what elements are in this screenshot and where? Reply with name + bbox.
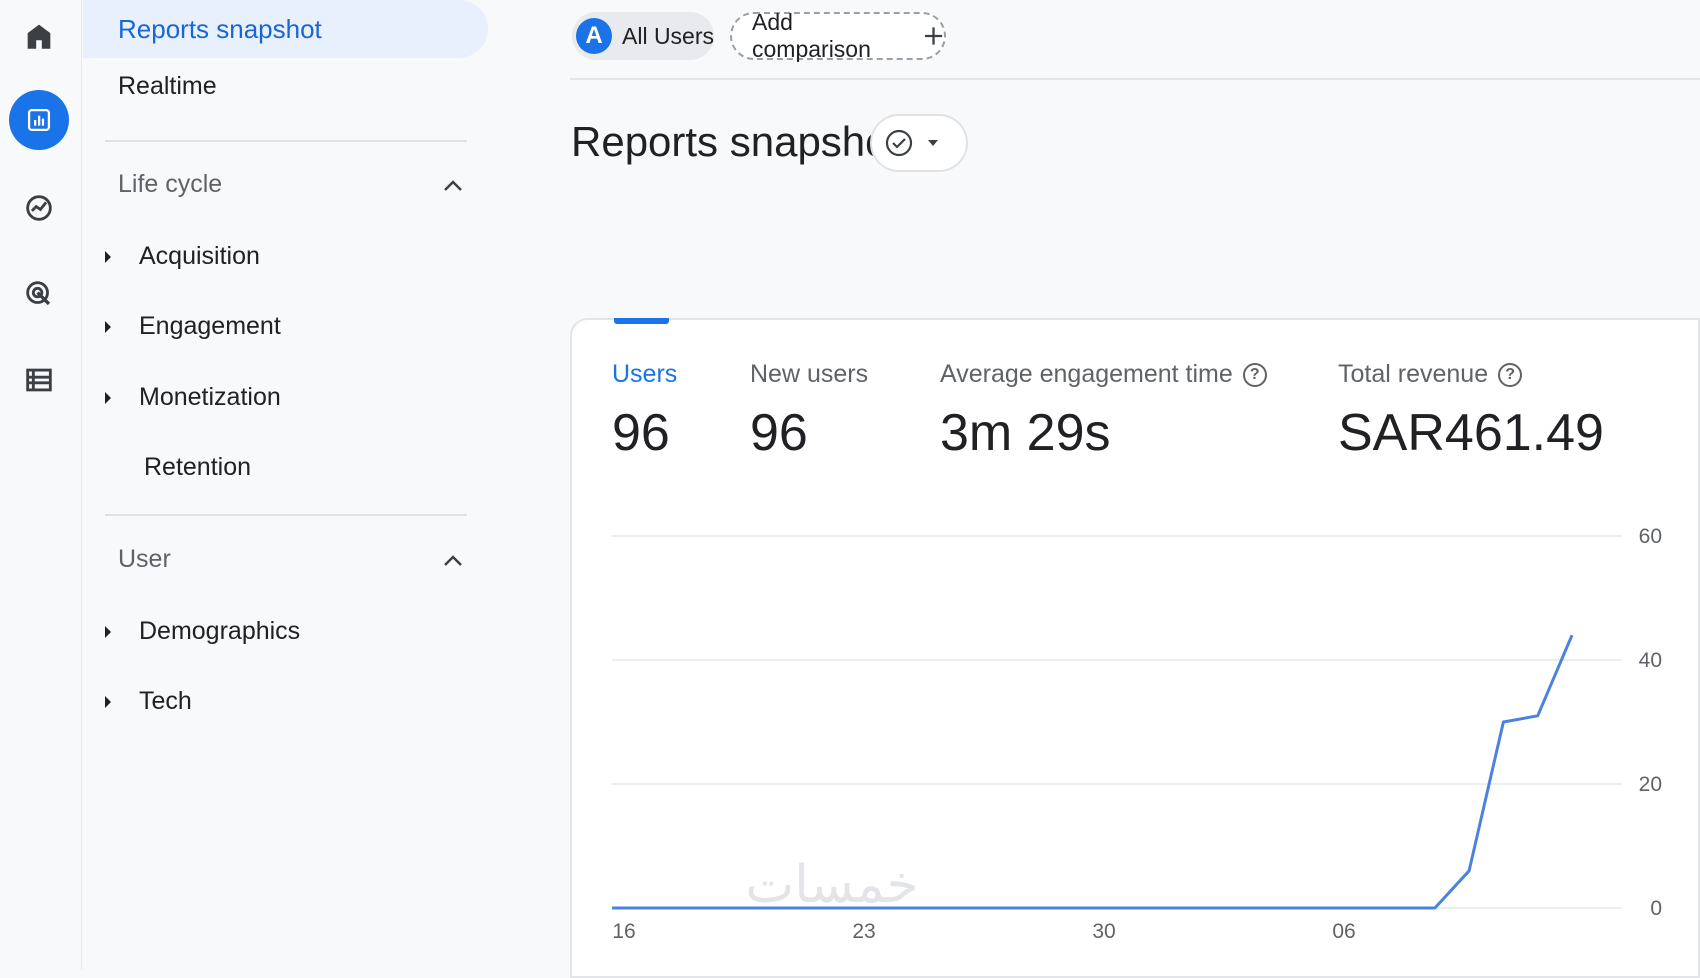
metric-label-row: Total revenue ?: [1338, 360, 1604, 389]
nav-item-monetization[interactable]: Monetization: [105, 383, 281, 412]
caret-right-icon: [105, 695, 111, 708]
section-user[interactable]: User: [118, 545, 463, 574]
nav-item-label: Demographics: [139, 617, 301, 645]
metric-label: New users: [750, 360, 869, 388]
caret-right-icon: [105, 391, 111, 404]
nav-item-label: Monetization: [139, 383, 281, 411]
nav-item-label: Tech: [139, 687, 192, 715]
nav-divider: [105, 514, 467, 516]
x-tick-label: 23: [852, 920, 875, 943]
page-title: Reports snapshot: [571, 118, 901, 165]
metric-tab-new-users[interactable]: New users 96: [750, 360, 868, 463]
help-icon[interactable]: ?: [1242, 362, 1267, 387]
segment-label: All Users: [622, 22, 715, 49]
metric-label-row: Average engagement time ?: [940, 360, 1267, 389]
caret-right-icon: [105, 320, 111, 333]
check-circle-icon: [885, 129, 913, 157]
nav-item-tech[interactable]: Tech: [105, 687, 192, 716]
metric-value: 96: [612, 404, 670, 462]
metric-label: Total revenue: [1338, 360, 1489, 388]
advertising-icon[interactable]: [9, 264, 69, 324]
caret-right-icon: [105, 250, 111, 263]
main-content: A All Users Add comparison Reports snaps…: [570, 0, 1700, 978]
nav-item-demographics[interactable]: Demographics: [105, 617, 300, 646]
metric-tab-users[interactable]: Users 96: [612, 360, 677, 463]
y-tick-label: 20: [1639, 773, 1662, 796]
users-series-line: [612, 634, 1574, 910]
header-divider: [570, 78, 1700, 80]
explore-icon[interactable]: [9, 178, 69, 238]
x-tick-label: 06: [1332, 920, 1355, 943]
caret-right-icon: [105, 625, 111, 638]
nav-item-acquisition[interactable]: Acquisition: [105, 242, 260, 271]
x-tick-label: 16: [612, 920, 635, 943]
metric-label: Average engagement time: [940, 360, 1233, 388]
nav-item-realtime[interactable]: Realtime: [118, 72, 217, 100]
configure-icon[interactable]: [9, 350, 69, 410]
icon-rail: [0, 0, 82, 970]
section-lifecycle-label: Life cycle: [118, 170, 223, 198]
metric-value: 3m 29s: [940, 404, 1111, 462]
home-icon[interactable]: [9, 6, 69, 66]
watermark-logo: خمسات: [745, 855, 918, 915]
selected-tab-indicator: [614, 318, 669, 324]
nav-item-engagement[interactable]: Engagement: [105, 312, 281, 341]
metric-value: 96: [750, 404, 808, 462]
dropdown-arrow-icon: [928, 140, 938, 146]
x-tick-label: 30: [1092, 920, 1115, 943]
nav-item-retention[interactable]: Retention: [144, 453, 252, 481]
reports-nav: Reports snapshot Realtime Life cycle Acq…: [83, 0, 503, 970]
users-line-chart: 0 20 40 60 16 23 30 06 خمسات: [612, 525, 1662, 943]
y-tick-label: 40: [1639, 649, 1662, 672]
help-icon[interactable]: ?: [1498, 362, 1523, 387]
metric-tab-total-revenue[interactable]: Total revenue ? SAR461.49: [1338, 360, 1604, 463]
metric-value: SAR461.49: [1338, 404, 1604, 462]
nav-item-label: Engagement: [139, 312, 281, 340]
add-comparison-button[interactable]: Add comparison: [730, 9, 946, 62]
report-status-dropdown[interactable]: [870, 114, 968, 172]
segment-chip-all-users[interactable]: A All Users: [572, 12, 714, 60]
segment-avatar: A: [576, 18, 612, 54]
y-tick-label: 0: [1650, 897, 1662, 920]
nav-divider: [105, 140, 467, 142]
metric-tab-engagement-time[interactable]: Average engagement time ? 3m 29s: [940, 360, 1267, 463]
plus-icon: [924, 27, 943, 45]
chevron-up-icon: [444, 179, 462, 191]
nav-item-reports-snapshot[interactable]: Reports snapshot: [83, 0, 488, 58]
add-comparison-label: Add comparison: [752, 9, 871, 62]
section-lifecycle[interactable]: Life cycle: [118, 170, 463, 199]
metric-label: Users: [612, 360, 678, 388]
metrics-card: Users 96 New users 96 Average engagement…: [570, 318, 1700, 978]
y-tick-label: 60: [1639, 525, 1662, 548]
reports-icon[interactable]: [9, 90, 69, 150]
nav-item-label: Acquisition: [139, 242, 260, 270]
section-user-label: User: [118, 545, 171, 573]
chevron-up-icon: [444, 554, 462, 566]
